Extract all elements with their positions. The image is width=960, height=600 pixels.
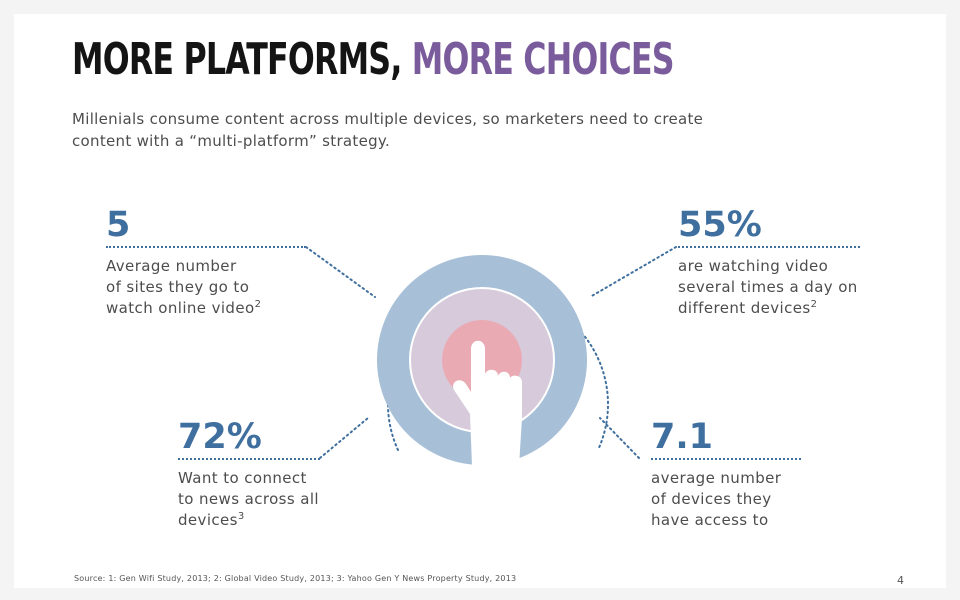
stat-value: 5 [106, 205, 131, 245]
stat-video-watchers: 55% are watching video several times a d… [678, 206, 860, 319]
target-graphic [305, 246, 677, 466]
stat-line: are watching video [678, 257, 829, 275]
stat-description: average number of devices they have acce… [651, 468, 801, 531]
footnote-ref: 2 [810, 299, 818, 310]
slide: MORE PLATFORMS, MORE CHOICES Millenials … [14, 14, 946, 588]
dotted-divider [178, 458, 320, 460]
stat-line: several times a day on [678, 278, 858, 296]
page-number: 4 [897, 574, 904, 587]
stat-line: of sites they go to [106, 278, 250, 296]
stat-description: Average number of sites they go to watch… [106, 256, 306, 319]
title-part-dark: MORE PLATFORMS, [72, 34, 402, 85]
stat-line: average number [651, 469, 782, 487]
footnote-ref: 2 [254, 299, 262, 310]
connector-line-bottom-left [319, 417, 369, 459]
stat-line: different devices2 [678, 299, 818, 317]
stat-description: Want to connect to news across all devic… [178, 468, 320, 531]
title-part-accent: MORE CHOICES [411, 34, 675, 85]
stat-value: 72% [178, 417, 262, 457]
stat-line: watch online video2 [106, 299, 262, 317]
stat-line: to news across all [178, 490, 319, 508]
stat-line: Want to connect [178, 469, 307, 487]
stat-sites-count: 5 Average number of sites they go to wat… [106, 206, 306, 319]
stat-line: devices3 [178, 511, 245, 529]
stat-value: 7.1 [651, 417, 714, 457]
stat-devices-count: 7.1 average number of devices they have … [651, 418, 801, 531]
hand-pointer-icon [453, 340, 522, 466]
footnote-ref: 3 [237, 511, 245, 522]
stat-line: Average number [106, 257, 237, 275]
slide-title: MORE PLATFORMS, MORE CHOICES [72, 34, 675, 85]
stat-line: of devices they [651, 490, 772, 508]
stat-value: 55% [678, 205, 762, 245]
source-citation: Source: 1: Gen Wifi Study, 2013; 2: Glob… [74, 574, 517, 583]
dotted-divider [678, 246, 860, 248]
stat-news-connect: 72% Want to connect to news across all d… [178, 418, 320, 531]
dotted-divider [106, 246, 306, 248]
stat-line: have access to [651, 511, 769, 529]
dotted-divider [651, 458, 801, 460]
connector-line-top-left [305, 246, 376, 298]
connector-line-top-right [589, 246, 677, 298]
connector-line-bottom-right [599, 417, 640, 459]
slide-subtitle: Millenials consume content across multip… [72, 110, 704, 150]
stat-description: are watching video several times a day o… [678, 256, 860, 319]
